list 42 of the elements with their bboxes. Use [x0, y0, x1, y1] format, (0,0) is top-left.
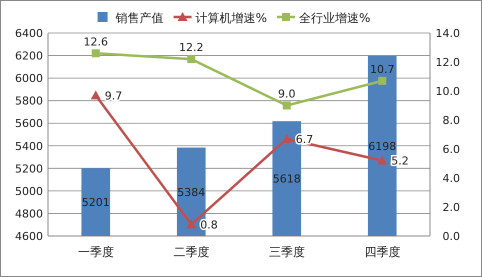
x-tick-label: 一季度	[78, 245, 114, 259]
y-tick-label: 4600	[15, 230, 43, 243]
point	[90, 90, 101, 100]
y2-tick-label: 14.0	[436, 27, 460, 40]
point	[378, 76, 386, 85]
y2-tick-label: 12.0	[436, 56, 460, 69]
x-tick-label: 二季度	[173, 245, 210, 259]
data-label: 12.2	[179, 41, 204, 54]
data-label: 12.6	[84, 35, 108, 48]
data-label: 9.0	[278, 88, 296, 100]
point	[92, 49, 100, 58]
y-tick-label: 6200	[15, 50, 43, 63]
y2-tick-label: 0.0	[442, 230, 460, 243]
point	[377, 156, 388, 165]
point	[282, 102, 291, 110]
data-label: 5384	[177, 186, 206, 199]
y2-tick-label: 2.0	[442, 201, 460, 214]
data-label: 9.7	[104, 89, 122, 102]
y-tick-label: 5600	[15, 117, 43, 130]
data-label: 5618	[272, 172, 301, 186]
y-tick-label: 5000	[15, 184, 43, 198]
y-tick-label: 5400	[15, 140, 43, 153]
x-tick-label: 三季度	[268, 245, 305, 259]
data-label: 5201	[82, 196, 110, 210]
y2-tick-label: 8.0	[442, 114, 460, 127]
legend-label: 计算机增速%	[196, 11, 267, 25]
y2-tick-label: 4.0	[442, 172, 460, 185]
y-tick-label: 6000	[15, 72, 43, 86]
point	[282, 134, 292, 143]
y2-tick-label: 6.0	[442, 143, 460, 156]
y2-tick-label: 10.0	[436, 85, 460, 98]
y-tick-label: 5200	[15, 162, 43, 176]
legend-label: 全行业增速%	[299, 11, 370, 25]
data-label: 10.7	[370, 62, 394, 76]
point	[187, 55, 196, 64]
legend-label: 销售产值	[114, 11, 164, 25]
y-tick-label: 4800	[15, 207, 43, 220]
data-label: 6198	[368, 140, 396, 153]
x-tick-label: 四季度	[364, 245, 400, 259]
y-tick-label: 5800	[15, 94, 43, 108]
point	[186, 219, 196, 228]
y-tick-label: 6400	[15, 27, 43, 40]
